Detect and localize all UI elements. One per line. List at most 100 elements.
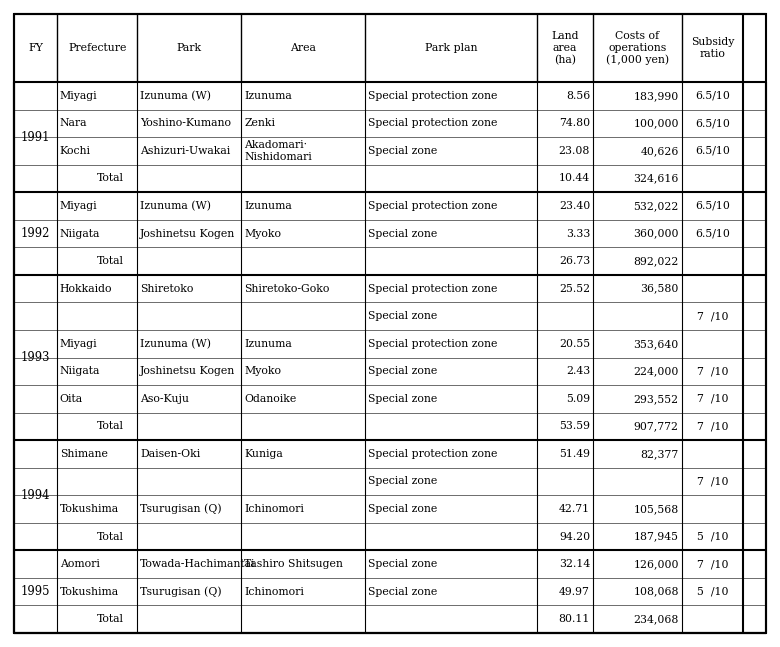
Text: 10.44: 10.44: [559, 173, 590, 184]
Text: 3.33: 3.33: [566, 228, 590, 239]
Text: Shiretoko: Shiretoko: [140, 283, 193, 294]
Text: 40,626: 40,626: [640, 146, 679, 156]
Text: Izunuma (W): Izunuma (W): [140, 91, 211, 101]
Text: 293,552: 293,552: [633, 394, 679, 404]
Text: Special zone: Special zone: [368, 394, 438, 404]
Text: 6.5/10: 6.5/10: [695, 228, 730, 239]
Text: Special zone: Special zone: [368, 228, 438, 239]
Text: Joshinetsu Kogen: Joshinetsu Kogen: [140, 228, 236, 239]
Text: Area: Area: [290, 43, 316, 53]
Text: Tsurugisan (Q): Tsurugisan (Q): [140, 504, 222, 514]
Text: Special zone: Special zone: [368, 476, 438, 487]
Text: 7  /10: 7 /10: [697, 311, 729, 321]
Text: 360,000: 360,000: [633, 228, 679, 239]
Text: 892,022: 892,022: [633, 256, 679, 266]
Text: Izunuma (W): Izunuma (W): [140, 338, 211, 349]
Text: Odanoike: Odanoike: [244, 394, 296, 404]
Text: 2.43: 2.43: [566, 366, 590, 377]
Text: 532,022: 532,022: [633, 201, 679, 211]
Text: 1992: 1992: [21, 227, 50, 240]
Text: Kochi: Kochi: [60, 146, 90, 156]
Text: Tokushima: Tokushima: [60, 587, 119, 597]
Text: Izunuma: Izunuma: [244, 91, 292, 101]
Text: 80.11: 80.11: [558, 614, 590, 624]
Text: 234,068: 234,068: [633, 614, 679, 624]
Text: 74.80: 74.80: [559, 118, 590, 128]
Text: Total: Total: [97, 614, 124, 624]
Text: Tokushima: Tokushima: [60, 504, 119, 514]
Text: Costs of
operations
(1,000 yen): Costs of operations (1,000 yen): [606, 31, 669, 65]
Text: Oita: Oita: [60, 394, 83, 404]
Text: 6.5/10: 6.5/10: [695, 146, 730, 156]
Text: 1993: 1993: [21, 351, 50, 364]
Text: Myoko: Myoko: [244, 228, 281, 239]
Text: Tsurugisan (Q): Tsurugisan (Q): [140, 586, 222, 597]
Text: 187,945: 187,945: [634, 532, 679, 542]
Text: Akadomari·
Nishidomari: Akadomari· Nishidomari: [244, 140, 312, 162]
Text: Special protection zone: Special protection zone: [368, 449, 498, 459]
Text: 353,640: 353,640: [633, 339, 679, 349]
Text: 7  /10: 7 /10: [697, 421, 729, 432]
Text: 36,580: 36,580: [640, 283, 679, 294]
Text: Ichinomori: Ichinomori: [244, 504, 304, 514]
Text: Aso-Kuju: Aso-Kuju: [140, 394, 190, 404]
Text: Special zone: Special zone: [368, 587, 438, 597]
Text: Izunuma: Izunuma: [244, 201, 292, 211]
Text: 6.5/10: 6.5/10: [695, 118, 730, 128]
Text: Daisen-Oki: Daisen-Oki: [140, 449, 200, 459]
Text: Aomori: Aomori: [60, 559, 100, 569]
Text: 183,990: 183,990: [633, 91, 679, 101]
Text: Special protection zone: Special protection zone: [368, 118, 498, 128]
Text: 1991: 1991: [21, 131, 50, 144]
Text: Special zone: Special zone: [368, 504, 438, 514]
Text: 8.56: 8.56: [566, 91, 590, 101]
Text: Park plan: Park plan: [424, 43, 477, 53]
Text: 20.55: 20.55: [559, 339, 590, 349]
Text: Special protection zone: Special protection zone: [368, 339, 498, 349]
Text: 324,616: 324,616: [633, 173, 679, 184]
Text: Park: Park: [176, 43, 202, 53]
Text: Prefecture: Prefecture: [68, 43, 126, 53]
Text: Special zone: Special zone: [368, 559, 438, 569]
Text: Special protection zone: Special protection zone: [368, 283, 498, 294]
Text: FY: FY: [28, 43, 43, 53]
Text: 6.5/10: 6.5/10: [695, 201, 730, 211]
Text: Total: Total: [97, 421, 124, 432]
Text: Towada-Hachimantai: Towada-Hachimantai: [140, 559, 256, 569]
Text: Total: Total: [97, 532, 124, 542]
Text: Land
area
(ha): Land area (ha): [551, 31, 579, 65]
Text: 26.73: 26.73: [558, 256, 590, 266]
Text: 25.52: 25.52: [559, 283, 590, 294]
Text: 5  /10: 5 /10: [697, 532, 729, 542]
Text: Special protection zone: Special protection zone: [368, 91, 498, 101]
Text: Niigata: Niigata: [60, 228, 101, 239]
Text: 100,000: 100,000: [633, 118, 679, 128]
Text: 224,000: 224,000: [633, 366, 679, 377]
Text: 1995: 1995: [21, 585, 50, 598]
Text: Kuniga: Kuniga: [244, 449, 283, 459]
Text: Miyagi: Miyagi: [60, 201, 98, 211]
Text: 7  /10: 7 /10: [697, 476, 729, 487]
Text: 51.49: 51.49: [559, 449, 590, 459]
Text: Ashizuri-Uwakai: Ashizuri-Uwakai: [140, 146, 231, 156]
Text: 5  /10: 5 /10: [697, 587, 729, 597]
Text: 5.09: 5.09: [566, 394, 590, 404]
Text: Izunuma (W): Izunuma (W): [140, 201, 211, 211]
Text: Total: Total: [97, 173, 124, 184]
Text: 23.40: 23.40: [558, 201, 590, 211]
Text: 6.5/10: 6.5/10: [695, 91, 730, 101]
Text: Shiretoko-Goko: Shiretoko-Goko: [244, 283, 329, 294]
Text: Miyagi: Miyagi: [60, 91, 98, 101]
Text: Miyagi: Miyagi: [60, 339, 98, 349]
Text: Izunuma: Izunuma: [244, 339, 292, 349]
Text: Joshinetsu Kogen: Joshinetsu Kogen: [140, 366, 236, 377]
Text: Total: Total: [97, 256, 124, 266]
Text: Tashiro Shitsugen: Tashiro Shitsugen: [244, 559, 343, 569]
Text: 7  /10: 7 /10: [697, 559, 729, 569]
Text: 907,772: 907,772: [634, 421, 679, 432]
Text: 105,568: 105,568: [633, 504, 679, 514]
Text: 23.08: 23.08: [558, 146, 590, 156]
Text: Special zone: Special zone: [368, 311, 438, 321]
Text: Shimane: Shimane: [60, 449, 108, 459]
Text: 53.59: 53.59: [559, 421, 590, 432]
